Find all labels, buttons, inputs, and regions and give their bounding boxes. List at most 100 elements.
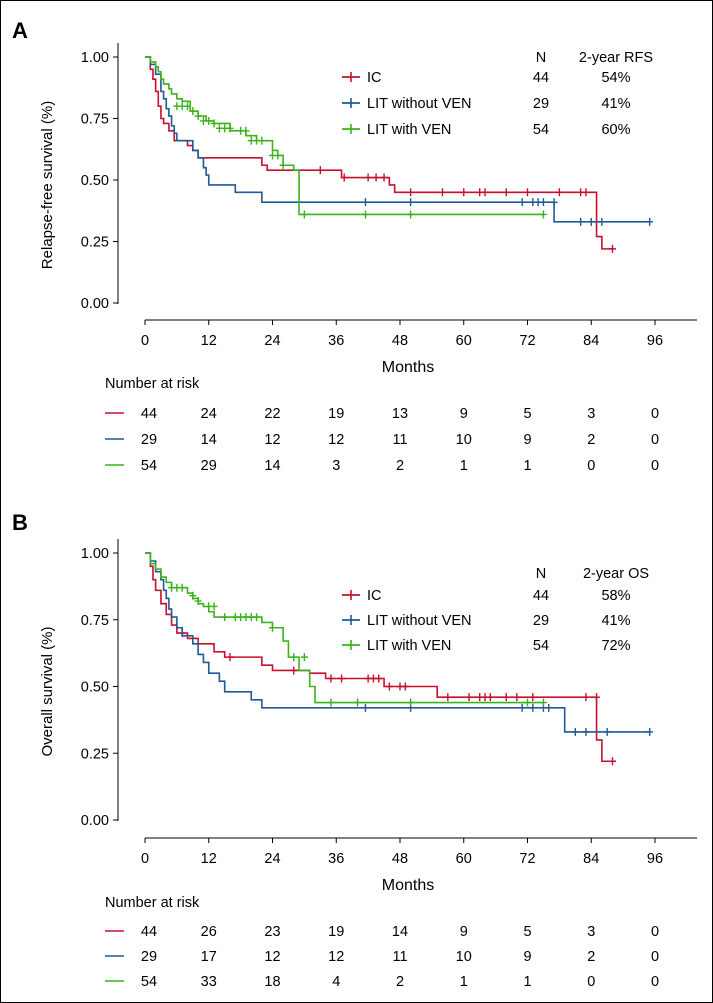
censor-mark	[407, 188, 415, 197]
risk-count: 24	[201, 406, 217, 422]
censor-mark	[539, 698, 547, 707]
censor-mark	[529, 703, 537, 712]
y-tick-label: 0.75	[81, 613, 109, 629]
censor-mark	[555, 188, 563, 197]
risk-count: 14	[264, 458, 280, 474]
risk-count: 54	[141, 974, 157, 990]
legend-entry-name: IC	[367, 588, 382, 604]
censor-mark	[300, 653, 308, 662]
censor-mark	[253, 613, 261, 622]
y-axis-label: Relapse-free survival (%)	[39, 101, 56, 269]
censor-mark	[338, 674, 346, 683]
legend-entry-stat: 60%	[601, 122, 630, 138]
censor-mark	[502, 693, 510, 702]
legend-header-n: N	[536, 50, 546, 66]
censor-mark	[375, 674, 383, 683]
series-line-1	[145, 56, 613, 250]
risk-count: 0	[651, 458, 659, 474]
risk-count: 9	[523, 949, 531, 965]
risk-count: 12	[264, 949, 280, 965]
legend-entry-stat: 72%	[601, 638, 630, 654]
censor-mark	[518, 703, 526, 712]
x-tick-label: 24	[264, 333, 280, 349]
censor-mark	[372, 173, 380, 182]
risk-count: 1	[460, 458, 468, 474]
risk-count: 9	[523, 432, 531, 448]
censor-mark	[274, 151, 282, 160]
censor-mark	[529, 693, 537, 702]
y-tick-label: 1.00	[81, 50, 109, 66]
censor-mark	[189, 107, 197, 116]
legend-header-stat: 2-year RFS	[579, 50, 653, 66]
censor-mark	[646, 727, 654, 736]
y-tick-label: 0.00	[81, 813, 109, 829]
risk-count: 2	[587, 949, 595, 965]
risk-count: 3	[587, 406, 595, 422]
risk-count: 3	[587, 924, 595, 940]
risk-count: 12	[328, 949, 344, 965]
censor-mark	[258, 136, 266, 145]
risk-count: 2	[396, 974, 404, 990]
censor-mark	[550, 198, 558, 207]
y-tick-label: 0.25	[81, 746, 109, 762]
x-tick-label: 72	[519, 333, 535, 349]
risk-count: 0	[651, 924, 659, 940]
risk-count: 1	[523, 458, 531, 474]
censor-mark	[184, 102, 191, 111]
censor-mark	[210, 119, 218, 128]
risk-table-title: Number at risk	[105, 895, 200, 911]
risk-count: 29	[141, 432, 157, 448]
risk-count: 0	[587, 974, 595, 990]
censor-mark	[221, 613, 229, 622]
risk-count: 0	[651, 949, 659, 965]
legend-entry-n: 44	[533, 588, 549, 604]
risk-count: 13	[392, 406, 408, 422]
censor-mark	[401, 682, 409, 691]
censor-mark	[524, 698, 531, 707]
censor-mark	[290, 666, 298, 675]
censor-mark	[361, 210, 369, 219]
legend-entry-stat: 54%	[601, 70, 630, 86]
panel-a: A0.000.250.500.751.000 12 24 36 48 60 72 84 96Re…	[12, 18, 697, 474]
censor-mark	[646, 217, 654, 226]
risk-count: 23	[264, 924, 280, 940]
risk-count: 12	[328, 432, 344, 448]
y-tick-label: 1.00	[81, 546, 109, 562]
y-axis-label: Overall survival (%)	[39, 626, 56, 756]
censor-mark	[178, 583, 186, 592]
risk-count: 14	[392, 924, 408, 940]
risk-count: 12	[264, 432, 280, 448]
risk-count: 14	[201, 432, 217, 448]
risk-count: 9	[460, 406, 468, 422]
risk-count: 5	[523, 406, 531, 422]
censor-mark	[502, 188, 510, 197]
x-tick-label: 84	[583, 333, 599, 349]
censor-mark	[269, 623, 276, 632]
panel-b: B0.000.250.500.751.000 12 24 36 48 60 72 84 96Ov…	[12, 510, 697, 990]
risk-count: 1	[460, 974, 468, 990]
risk-count: 0	[587, 458, 595, 474]
legend-entry-n: 44	[533, 70, 549, 86]
risk-count: 29	[141, 949, 157, 965]
censor-mark	[539, 198, 547, 207]
risk-count: 1	[523, 974, 531, 990]
x-axis-label: Months	[382, 877, 434, 894]
censor-mark	[545, 703, 553, 712]
x-tick-label: 48	[392, 333, 408, 349]
y-tick-label: 0.50	[81, 680, 109, 696]
risk-count: 0	[651, 406, 659, 422]
x-tick-label: 72	[519, 851, 535, 867]
risk-count: 9	[460, 924, 468, 940]
legend-entry-name: LIT without VEN	[367, 613, 472, 629]
censor-mark	[593, 693, 601, 702]
censor-mark	[465, 693, 473, 702]
legend-entry-n: 54	[533, 122, 549, 138]
x-tick-label: 60	[456, 851, 472, 867]
panel-label: A	[12, 18, 28, 43]
risk-count: 11	[392, 432, 407, 448]
legend-entry-n: 29	[533, 613, 549, 629]
censor-mark	[226, 124, 234, 133]
censor-mark	[518, 198, 526, 207]
censor-mark	[226, 653, 234, 662]
